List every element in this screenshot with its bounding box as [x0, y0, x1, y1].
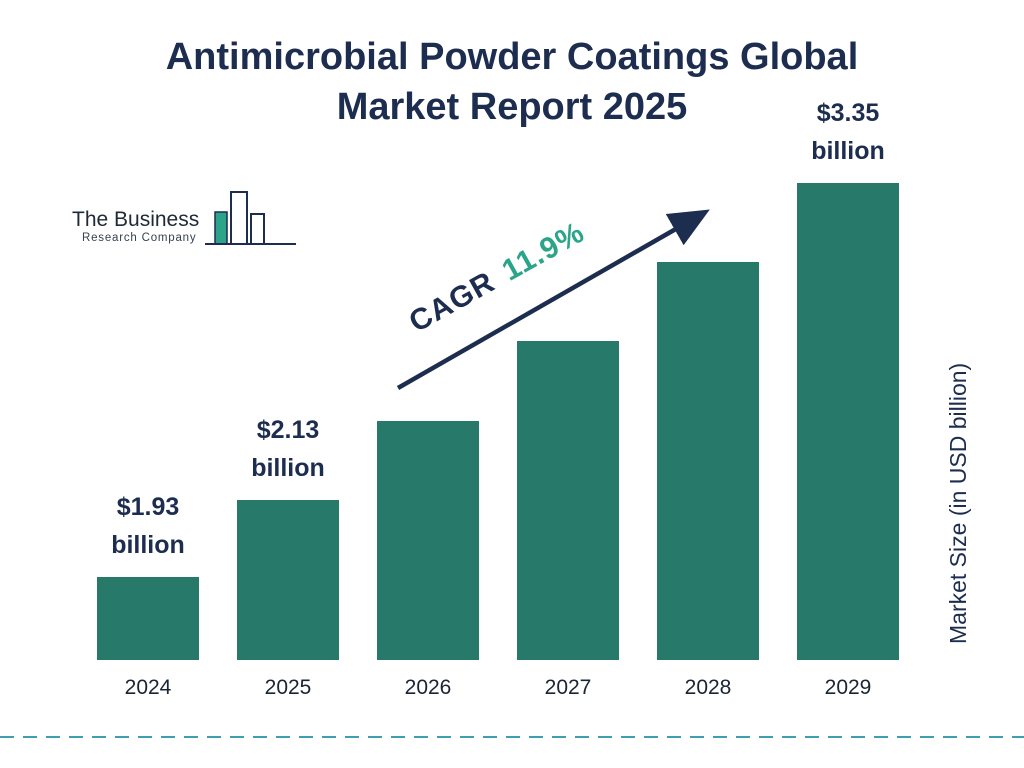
x-axis-label-2028: 2028 [684, 676, 732, 699]
company-logo: The Business Research Company [72, 188, 298, 250]
x-axis-label-2025: 2025 [264, 676, 312, 699]
page-title: Antimicrobial Powder Coatings Global Mar… [0, 32, 1024, 132]
x-axis-label-2029: 2029 [824, 676, 872, 699]
page-title-line1: Antimicrobial Powder Coatings Global [165, 36, 859, 78]
y-axis-label: Market Size (in USD billion) [945, 362, 971, 644]
x-axis-label-2027: 2027 [544, 676, 592, 699]
data-label-2024: $1.93 billion [111, 492, 185, 560]
bar-2029 [797, 183, 899, 660]
logo-name: The Business [72, 208, 200, 231]
company-logo-text: The Business Research Company [72, 208, 199, 250]
bar-2024 [97, 577, 199, 660]
data-label-2025: $2.13 billion [251, 415, 325, 483]
data-label-2029: $3.35 billion [811, 98, 885, 166]
bar-2028 [657, 262, 759, 660]
page-title-line2: Market Report 2025 [336, 86, 688, 129]
bar-2025 [237, 500, 339, 660]
x-axis-label-2026: 2026 [404, 676, 452, 699]
bar-2027 [517, 341, 619, 660]
bottom-dashed-divider [0, 736, 1024, 738]
bar-chart-logo-icon [205, 191, 297, 245]
x-axis-label-2024: 2024 [124, 676, 172, 699]
logo-subtitle: Research Company [82, 232, 197, 244]
cagr-trend-arrow [396, 209, 710, 390]
bar-2026 [377, 421, 479, 660]
